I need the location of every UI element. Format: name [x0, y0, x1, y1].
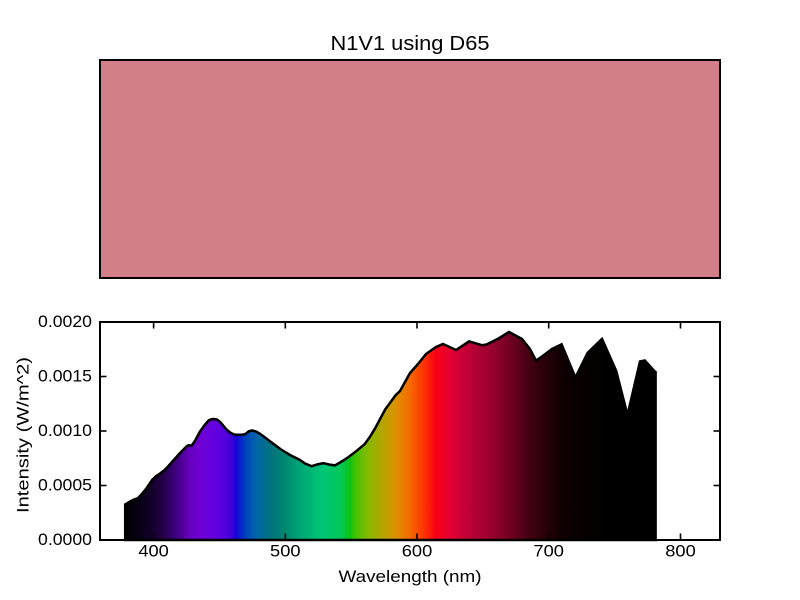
svg-text:0.0015: 0.0015 — [38, 367, 92, 386]
svg-text:0.0020: 0.0020 — [38, 312, 92, 331]
svg-text:0.0000: 0.0000 — [38, 530, 92, 549]
svg-text:Intensity (W/m^2): Intensity (W/m^2) — [14, 357, 33, 513]
svg-text:500: 500 — [270, 542, 301, 561]
svg-text:600: 600 — [402, 542, 433, 561]
svg-text:400: 400 — [138, 542, 169, 561]
svg-text:0.0005: 0.0005 — [38, 476, 92, 495]
svg-text:800: 800 — [665, 542, 696, 561]
svg-text:N1V1 using D65: N1V1 using D65 — [331, 33, 490, 55]
svg-text:Wavelength (nm): Wavelength (nm) — [339, 567, 482, 586]
svg-text:700: 700 — [533, 542, 564, 561]
svg-text:0.0010: 0.0010 — [38, 421, 92, 440]
